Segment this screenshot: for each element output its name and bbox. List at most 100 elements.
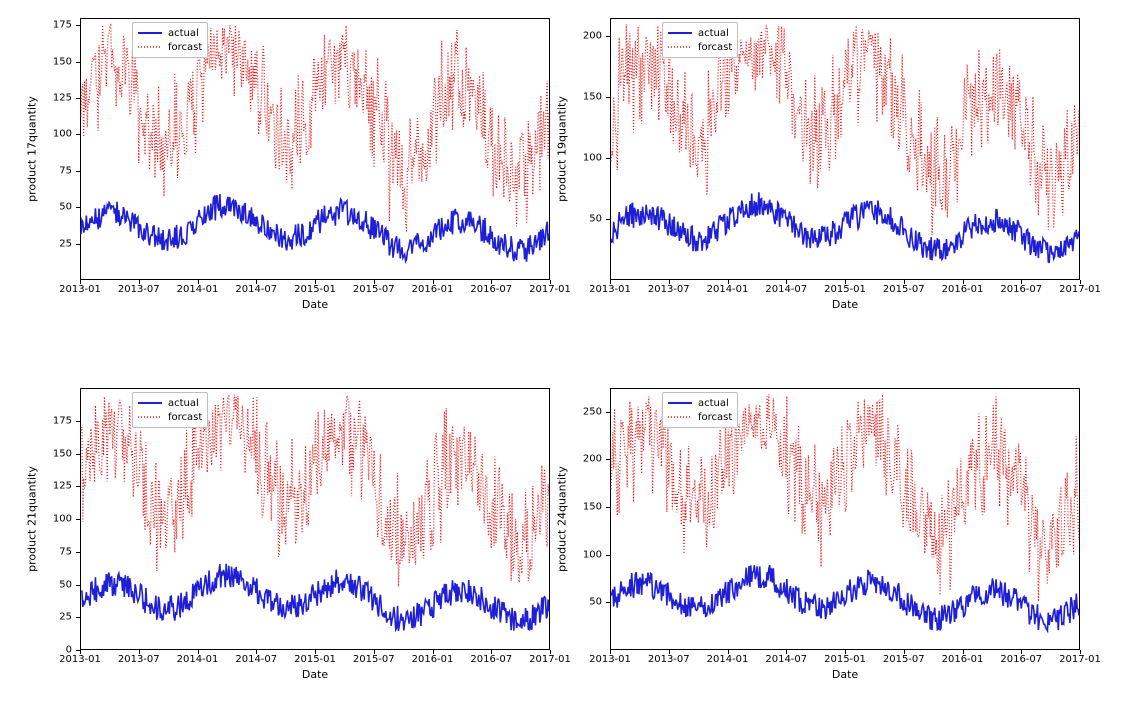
series-svg xyxy=(81,19,549,279)
ytick-mark xyxy=(76,486,80,487)
xtick-mark xyxy=(374,280,375,284)
ytick-label: 100 xyxy=(42,514,72,525)
ytick-label: 50 xyxy=(572,597,602,608)
ylabel: product 21quantity xyxy=(26,466,39,572)
xtick-label: 2014-01 xyxy=(707,284,749,295)
xtick-mark xyxy=(904,280,905,284)
xtick-label: 2016-01 xyxy=(942,284,984,295)
legend: actual forcast xyxy=(132,392,208,428)
xtick-mark xyxy=(433,650,434,654)
ytick-mark xyxy=(76,207,80,208)
xtick-mark xyxy=(1080,650,1081,654)
legend-label: forcast xyxy=(168,412,202,423)
xtick-mark xyxy=(1080,280,1081,284)
xtick-mark xyxy=(786,280,787,284)
ytick-label: 50 xyxy=(572,214,602,225)
xtick-mark xyxy=(256,650,257,654)
ylabel: product 19quantity xyxy=(556,96,569,202)
ytick-label: 150 xyxy=(42,448,72,459)
legend-row: forcast xyxy=(668,410,732,424)
legend-row: actual xyxy=(668,26,732,40)
xtick-mark xyxy=(550,650,551,654)
ytick-label: 250 xyxy=(572,406,602,417)
xtick-label: 2015-01 xyxy=(294,284,336,295)
legend-label: actual xyxy=(168,398,199,409)
xtick-mark xyxy=(374,650,375,654)
ytick-label: 150 xyxy=(572,92,602,103)
legend-row: actual xyxy=(138,396,202,410)
series-actual xyxy=(611,192,1079,262)
ytick-label: 125 xyxy=(42,93,72,104)
ytick-label: 50 xyxy=(42,579,72,590)
legend-swatch xyxy=(668,412,692,422)
xtick-label: 2015-07 xyxy=(883,284,925,295)
ytick-mark xyxy=(606,158,610,159)
ytick-mark xyxy=(606,219,610,220)
legend: actual forcast xyxy=(662,22,738,58)
xtick-mark xyxy=(1021,280,1022,284)
xtick-label: 2014-01 xyxy=(177,654,219,665)
ytick-label: 50 xyxy=(42,202,72,213)
series-actual xyxy=(81,194,549,262)
ytick-label: 100 xyxy=(42,129,72,140)
ytick-mark xyxy=(606,602,610,603)
ylabel: product 17quantity xyxy=(26,96,39,202)
xtick-label: 2017-01 xyxy=(529,284,571,295)
xtick-mark xyxy=(80,280,81,284)
ytick-mark xyxy=(606,555,610,556)
ytick-mark xyxy=(76,421,80,422)
legend-label: forcast xyxy=(698,42,732,53)
series-svg xyxy=(81,389,549,649)
xtick-label: 2014-07 xyxy=(235,284,277,295)
ytick-label: 75 xyxy=(42,546,72,557)
xtick-mark xyxy=(728,280,729,284)
ytick-label: 100 xyxy=(572,153,602,164)
xtick-mark xyxy=(256,280,257,284)
legend-swatch xyxy=(668,42,692,52)
xtick-mark xyxy=(669,280,670,284)
xtick-label: 2015-01 xyxy=(824,654,866,665)
xtick-mark xyxy=(904,650,905,654)
series-svg xyxy=(611,19,1079,279)
legend-row: forcast xyxy=(138,410,202,424)
series-actual xyxy=(81,564,549,631)
ytick-label: 75 xyxy=(42,165,72,176)
xtick-label: 2016-01 xyxy=(412,284,454,295)
ytick-mark xyxy=(76,519,80,520)
xtick-label: 2013-01 xyxy=(589,284,631,295)
ytick-mark xyxy=(76,552,80,553)
legend-row: forcast xyxy=(138,40,202,54)
xtick-label: 2015-07 xyxy=(353,284,395,295)
xtick-mark xyxy=(80,650,81,654)
ytick-mark xyxy=(76,25,80,26)
ytick-mark xyxy=(606,507,610,508)
xtick-mark xyxy=(1021,650,1022,654)
legend-swatch xyxy=(138,398,162,408)
xtick-mark xyxy=(198,650,199,654)
xtick-label: 2013-07 xyxy=(648,284,690,295)
ytick-label: 125 xyxy=(42,481,72,492)
legend-row: actual xyxy=(138,26,202,40)
legend-swatch xyxy=(668,28,692,38)
xtick-mark xyxy=(786,650,787,654)
ytick-mark xyxy=(606,97,610,98)
xtick-label: 2017-01 xyxy=(529,654,571,665)
xtick-mark xyxy=(139,280,140,284)
xtick-label: 2014-01 xyxy=(177,284,219,295)
ytick-mark xyxy=(76,98,80,99)
ytick-label: 25 xyxy=(42,612,72,623)
xtick-label: 2014-07 xyxy=(765,654,807,665)
legend-label: actual xyxy=(698,398,729,409)
xtick-label: 2014-01 xyxy=(707,654,749,665)
xtick-label: 2013-07 xyxy=(118,284,160,295)
xtick-label: 2015-07 xyxy=(883,654,925,665)
xlabel: Date xyxy=(832,298,858,311)
xtick-label: 2016-07 xyxy=(1000,654,1042,665)
xtick-label: 2015-07 xyxy=(353,654,395,665)
xtick-mark xyxy=(491,650,492,654)
legend-swatch xyxy=(138,412,162,422)
ytick-mark xyxy=(76,617,80,618)
xtick-mark xyxy=(198,280,199,284)
legend: actualforcast xyxy=(132,22,208,58)
xlabel: Date xyxy=(832,668,858,681)
